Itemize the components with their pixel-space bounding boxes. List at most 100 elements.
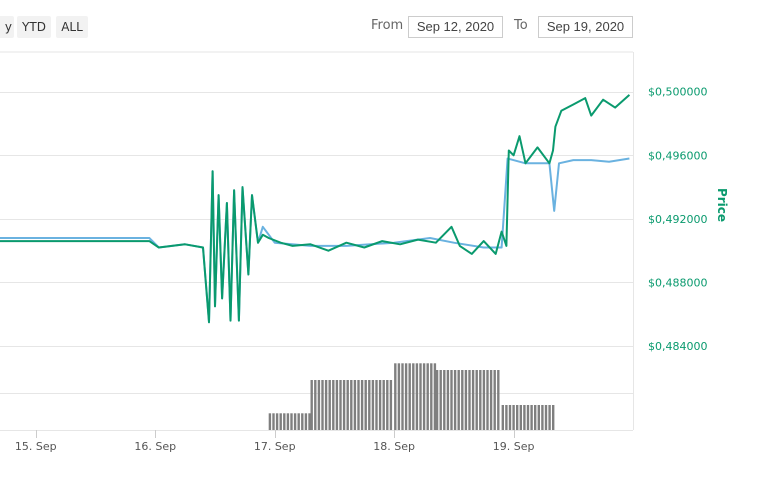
volume-bar	[482, 370, 486, 430]
volume-bar	[552, 405, 555, 430]
volume-bar	[314, 380, 317, 430]
volume-bar	[512, 405, 515, 430]
volume-bar	[375, 380, 378, 430]
volume-bars	[268, 363, 555, 430]
volume-bar	[468, 370, 471, 430]
x-tick-label-4: 19. Sep	[493, 440, 535, 453]
volume-bar	[461, 370, 464, 430]
volume-bar	[446, 370, 450, 430]
volume-bar	[353, 380, 357, 430]
volume-bar	[508, 405, 512, 430]
x-tick-label-3: 18. Sep	[373, 440, 415, 453]
x-axis-ticks: 15. Sep 16. Sep 17. Sep 18. Sep 19. Sep	[15, 440, 535, 453]
to-label: To	[514, 18, 528, 33]
volume-bar	[360, 380, 364, 430]
series-line-1	[0, 94, 631, 324]
volume-bar	[342, 380, 346, 430]
range-button-all[interactable]: ALL	[56, 16, 88, 38]
volume-bar	[457, 370, 460, 430]
x-tick-label-2: 17. Sep	[254, 440, 296, 453]
volume-bar	[310, 380, 313, 430]
volume-bar	[523, 405, 526, 430]
from-date-input[interactable]	[408, 16, 503, 38]
volume-bar	[357, 380, 360, 430]
volume-bar	[272, 413, 275, 430]
volume-bar	[297, 413, 300, 430]
volume-bar	[324, 380, 328, 430]
volume-bar	[386, 380, 389, 430]
volume-bar	[548, 405, 551, 430]
volume-bar	[389, 380, 393, 430]
from-label: From	[371, 18, 404, 33]
x-tick-label-1: 16. Sep	[134, 440, 176, 453]
volume-bar	[346, 380, 349, 430]
y-tick-label-2: $0,492000	[648, 213, 708, 226]
volume-bar	[497, 370, 500, 430]
volume-bar	[415, 363, 419, 430]
volume-bar	[519, 405, 522, 430]
y-axis-title: Price	[715, 188, 729, 222]
volume-bar	[308, 413, 311, 430]
volume-bar	[493, 370, 496, 430]
volume-bar	[339, 380, 342, 430]
volume-bar	[279, 413, 282, 430]
y-tick-label-3: $0,496000	[648, 149, 708, 162]
volume-bar	[412, 363, 415, 430]
volume-bar	[435, 370, 439, 430]
volume-bar	[450, 370, 453, 430]
volume-bar	[544, 405, 548, 430]
volume-bar	[408, 363, 411, 430]
y-axis-ticks: $0,484000 $0,488000 $0,492000 $0,496000 $0,5…	[648, 86, 708, 353]
volume-bar	[286, 413, 290, 430]
x-tick-label-0: 15. Sep	[15, 440, 57, 453]
volume-bar	[443, 370, 446, 430]
volume-bar	[328, 380, 331, 430]
volume-bar	[541, 405, 544, 430]
volume-bar	[335, 380, 339, 430]
volume-bar	[401, 363, 404, 430]
volume-bar	[489, 370, 493, 430]
volume-bar	[397, 363, 401, 430]
volume-bar	[526, 405, 530, 430]
volume-bar	[290, 413, 293, 430]
volume-bar	[537, 405, 540, 430]
volume-bar	[364, 380, 367, 430]
price-lines	[0, 94, 631, 324]
volume-bar	[439, 370, 442, 430]
volume-bar	[371, 380, 375, 430]
to-date-input[interactable]	[538, 16, 633, 38]
volume-bar	[501, 405, 504, 430]
volume-bar	[350, 380, 353, 430]
volume-bar	[317, 380, 321, 430]
volume-bar	[486, 370, 489, 430]
volume-bar	[433, 363, 437, 430]
volume-bar	[475, 370, 478, 430]
y-tick-label-0: $0,484000	[648, 340, 708, 353]
volume-bar	[321, 380, 324, 430]
range-button-ytd[interactable]: YTD	[17, 16, 51, 38]
volume-bar	[453, 370, 457, 430]
volume-bar	[516, 405, 519, 430]
volume-bar	[394, 363, 397, 430]
volume-bar	[419, 363, 422, 430]
volume-bar	[304, 413, 308, 430]
volume-bar	[268, 413, 272, 430]
volume-bar	[430, 363, 433, 430]
volume-bar	[505, 405, 508, 430]
volume-bar	[426, 363, 429, 430]
y-tick-label-4: $0,500000	[648, 86, 708, 99]
volume-bar	[534, 405, 537, 430]
volume-bar	[464, 370, 468, 430]
range-button-1y[interactable]: y	[0, 16, 14, 38]
volume-bar	[382, 380, 385, 430]
volume-bar	[422, 363, 426, 430]
y-tick-label-1: $0,488000	[648, 277, 708, 290]
volume-bar	[479, 370, 482, 430]
volume-bar	[368, 380, 371, 430]
volume-bar	[378, 380, 382, 430]
volume-bar	[332, 380, 335, 430]
volume-bar	[404, 363, 408, 430]
volume-bar	[275, 413, 279, 430]
volume-bar	[530, 405, 533, 430]
